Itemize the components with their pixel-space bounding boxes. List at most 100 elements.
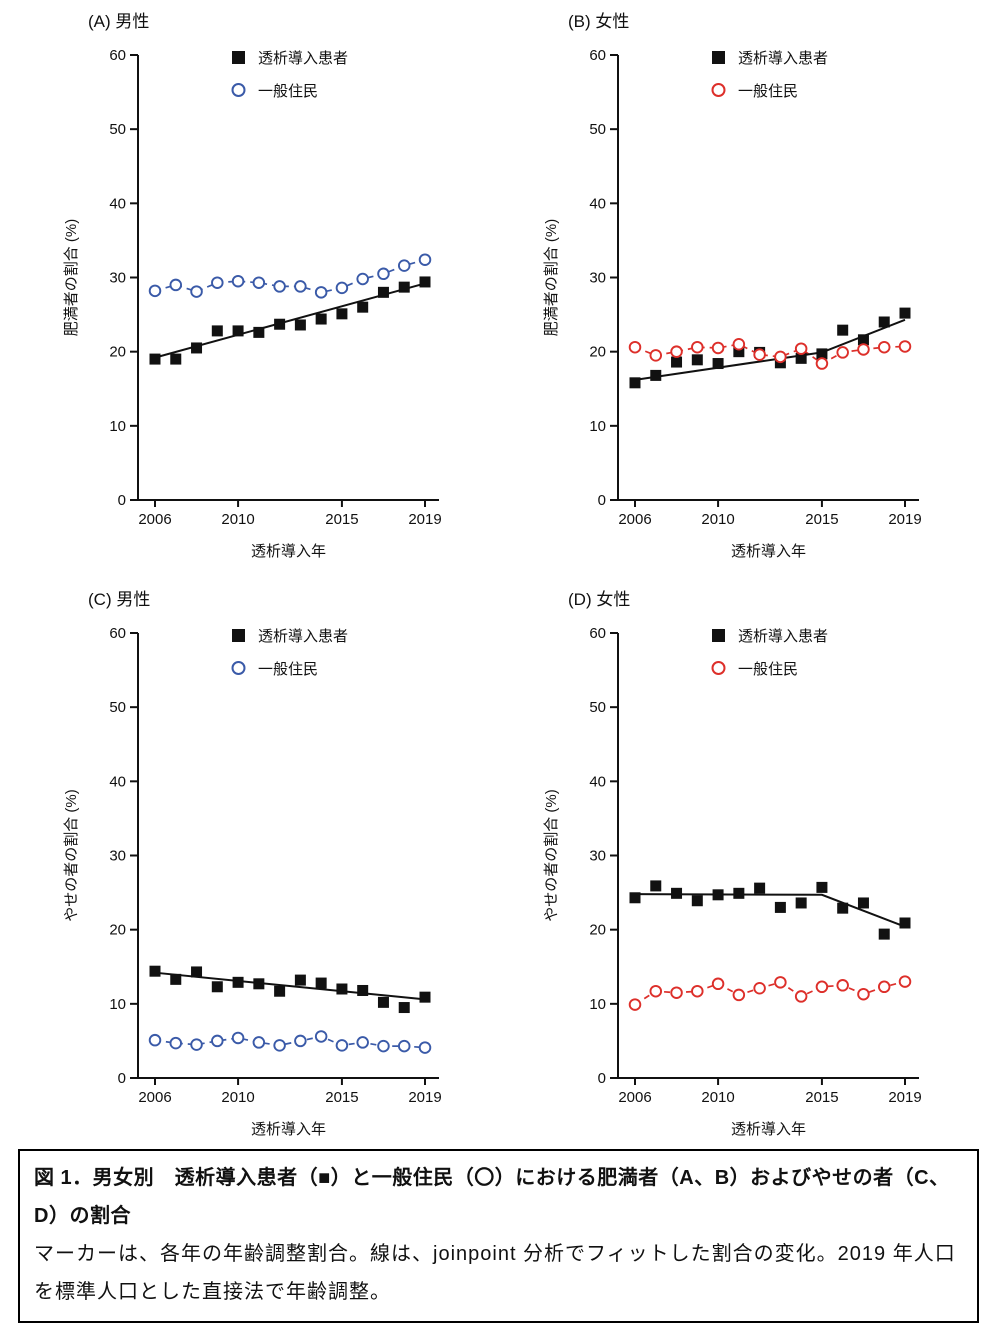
y-tick-label: 30 bbox=[589, 270, 606, 287]
patients-square-marker bbox=[899, 917, 911, 929]
general-circle-marker bbox=[691, 984, 704, 998]
patients-square-marker bbox=[795, 352, 807, 364]
patients-square-marker bbox=[191, 966, 203, 978]
patients-square-marker bbox=[857, 897, 869, 909]
general-circle-marker bbox=[273, 1039, 286, 1052]
legend-square-marker bbox=[712, 629, 725, 642]
patients-square-marker bbox=[629, 892, 641, 904]
general-circle-marker bbox=[670, 986, 683, 999]
y-tick-label: 50 bbox=[589, 699, 606, 716]
general-circle-marker bbox=[148, 1033, 162, 1047]
general-circle-marker bbox=[418, 253, 432, 266]
general-circle-marker bbox=[252, 1036, 266, 1049]
x-tick-label: 2006 bbox=[138, 1089, 171, 1106]
patients-square-marker bbox=[191, 342, 203, 354]
figure-caption: 図 1．男女別 透析導入患者（■）と一般住民（〇）における肥満者（A、B）および… bbox=[18, 1149, 979, 1323]
y-axis-label: 肥満者の割合 (%) bbox=[543, 219, 560, 337]
general-circle-marker bbox=[628, 998, 642, 1011]
general-circle-marker bbox=[397, 1039, 411, 1053]
general-circle-marker bbox=[314, 286, 328, 299]
general-circle-marker bbox=[898, 340, 912, 353]
y-tick-label: 50 bbox=[109, 121, 126, 138]
panel-title: (D) 女性 bbox=[568, 590, 630, 609]
y-tick-label: 0 bbox=[118, 492, 126, 509]
general-circle-marker bbox=[857, 987, 870, 1001]
general-circle-marker bbox=[335, 281, 349, 295]
general-circle-marker bbox=[294, 1034, 307, 1048]
patients-square-marker bbox=[211, 325, 223, 337]
general-circle-marker bbox=[711, 977, 725, 991]
panel-a-chart: (A) 男性 0 10 20 30 40 50 60 2006 2010 2015 2019 肥満者の割… bbox=[63, 12, 442, 560]
general-circle-marker bbox=[774, 976, 787, 989]
patients-square-marker bbox=[336, 983, 348, 995]
panel-title: (C) 男性 bbox=[88, 590, 150, 609]
y-tick-label: 30 bbox=[589, 848, 606, 865]
patients-square-marker bbox=[857, 334, 869, 346]
x-tick-label: 2015 bbox=[325, 511, 358, 528]
general-circle-marker bbox=[877, 980, 891, 994]
general-circle-marker bbox=[252, 276, 266, 289]
patients-square-marker bbox=[149, 965, 161, 977]
legend-label-patients: 透析導入患者 bbox=[738, 50, 828, 67]
x-axis-label: 透析導入年 bbox=[251, 1121, 326, 1138]
y-axis-label: やせの者の割合 (%) bbox=[543, 789, 560, 922]
patients-square-marker bbox=[377, 996, 389, 1008]
y-tick-label: 60 bbox=[589, 625, 606, 642]
legend-circle-marker bbox=[231, 661, 246, 675]
general-circle-marker bbox=[335, 1039, 349, 1052]
general-circle-marker bbox=[815, 357, 829, 370]
y-tick-label: 30 bbox=[109, 270, 126, 287]
x-axis-label: 透析導入年 bbox=[731, 1121, 806, 1138]
patients-square-marker bbox=[837, 324, 849, 336]
patients-square-marker bbox=[398, 281, 410, 293]
general-circle-marker bbox=[377, 1039, 390, 1053]
patients-square-marker bbox=[691, 354, 703, 366]
patients-square-marker bbox=[837, 902, 849, 914]
patients-square-marker bbox=[357, 301, 369, 313]
y-tick-label: 20 bbox=[589, 344, 606, 361]
x-tick-label: 2019 bbox=[408, 1089, 441, 1106]
general-circle-marker bbox=[231, 1031, 245, 1045]
x-tick-label: 2019 bbox=[888, 1089, 921, 1106]
legend-square-marker bbox=[232, 629, 245, 642]
legend-square-marker bbox=[232, 51, 245, 64]
x-tick-label: 2019 bbox=[408, 511, 441, 528]
general-circle-marker bbox=[691, 340, 704, 354]
y-tick-label: 50 bbox=[589, 121, 606, 138]
general-circle-marker bbox=[169, 1036, 183, 1050]
general-circle-marker bbox=[190, 285, 203, 298]
general-circle-marker bbox=[877, 340, 891, 354]
general-circle-marker bbox=[356, 1036, 369, 1049]
patients-square-marker bbox=[774, 901, 786, 913]
patients-square-marker bbox=[650, 369, 662, 381]
patients-square-marker bbox=[712, 358, 724, 370]
general-circle-marker bbox=[794, 342, 808, 355]
legend-label-patients: 透析導入患者 bbox=[738, 628, 828, 645]
legend-label-general: 一般住民 bbox=[738, 661, 798, 678]
patients-square-marker bbox=[315, 977, 327, 989]
y-tick-label: 50 bbox=[109, 699, 126, 716]
general-circle-marker bbox=[294, 280, 307, 293]
x-tick-label: 2019 bbox=[888, 511, 921, 528]
patients-square-marker bbox=[878, 316, 890, 328]
y-tick-label: 20 bbox=[589, 922, 606, 939]
patients-square-marker bbox=[419, 991, 431, 1003]
panel-c-chart: (C) 男性 0 10 20 30 40 50 60 2006 2010 2015 2019 やせの者の… bbox=[63, 590, 442, 1138]
general-circle-marker bbox=[356, 272, 369, 286]
legend-label-general: 一般住民 bbox=[738, 83, 798, 100]
general-circle-marker bbox=[753, 982, 766, 995]
general-circle-marker bbox=[857, 343, 870, 356]
patients-square-marker bbox=[232, 976, 244, 988]
patients-square-marker bbox=[629, 377, 641, 389]
general-circle-marker bbox=[314, 1030, 328, 1043]
panel-b-chart: (B) 女性 0 10 20 30 40 50 60 2006 2010 2015 2019 肥満者の割… bbox=[543, 12, 922, 560]
x-tick-label: 2015 bbox=[325, 1089, 358, 1106]
patients-square-marker bbox=[357, 984, 369, 996]
x-tick-label: 2010 bbox=[701, 511, 734, 528]
general-circle-marker bbox=[397, 259, 411, 272]
patients-square-marker bbox=[253, 978, 265, 990]
y-tick-label: 0 bbox=[598, 1070, 606, 1087]
patients-square-marker bbox=[795, 897, 807, 909]
patients-square-marker bbox=[149, 353, 161, 365]
patients-square-marker bbox=[754, 882, 766, 894]
